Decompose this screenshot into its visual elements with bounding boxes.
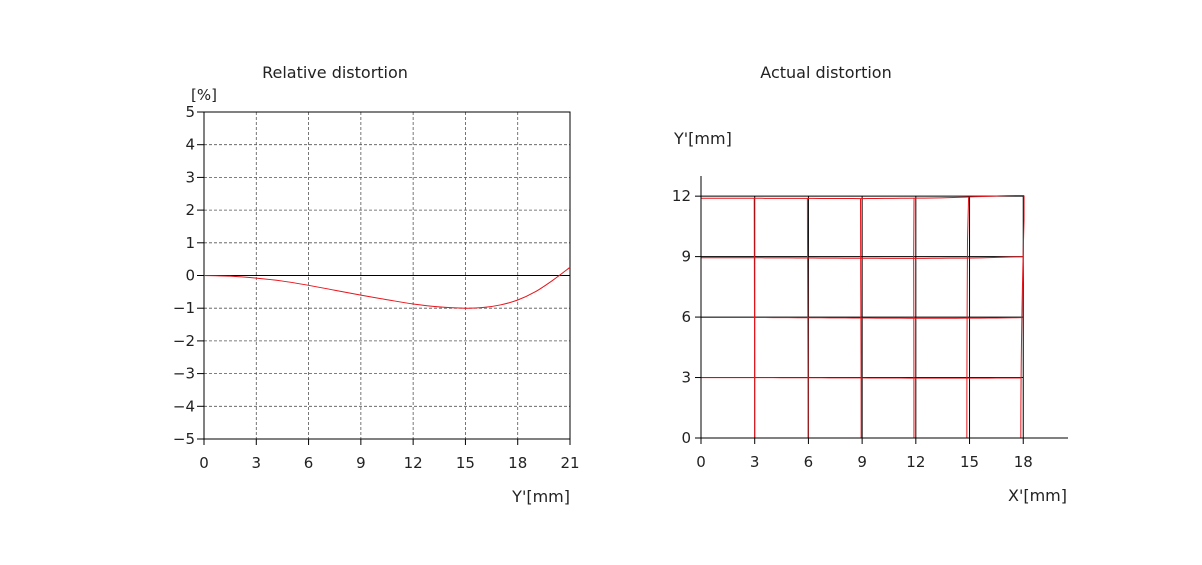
relative-distortion-y-tick-label: 5 <box>185 103 195 121</box>
relative-distortion-y-tick-label: −1 <box>173 299 195 317</box>
relative-distortion-x-tick-label: 12 <box>404 454 423 472</box>
actual-distortion-x-label: X'[mm] <box>1008 486 1067 505</box>
actual-distortion-y-tick-label: 0 <box>681 429 691 447</box>
actual-distortion-y-tick-label: 9 <box>681 248 691 266</box>
relative-distortion-y-tick-label: 2 <box>185 201 195 219</box>
relative-distortion-y-tick-label: 0 <box>185 267 195 285</box>
relative-distortion-x-tick-label: 18 <box>508 454 527 472</box>
actual-distortion-distorted-grid <box>700 195 1025 439</box>
relative-distortion-y-tick-label: 3 <box>185 168 195 186</box>
actual-distortion-distorted-line-y <box>700 195 1025 200</box>
relative-distortion-x-tick-label: 15 <box>456 454 475 472</box>
relative-distortion-x-tick-label: 0 <box>199 454 209 472</box>
relative-distortion-x-tick-label: 9 <box>356 454 366 472</box>
actual-distortion-distorted-line-y <box>700 377 1022 379</box>
relative-distortion-x-label: Y'[mm] <box>511 487 570 506</box>
actual-distortion-x-tick-label: 15 <box>960 453 979 471</box>
actual-distortion-axes <box>700 176 1068 439</box>
actual-distortion-y-label: Y'[mm] <box>673 129 732 148</box>
relative-distortion-y-label: [%] <box>191 86 217 104</box>
actual-distortion-x-tick-label: 0 <box>696 453 706 471</box>
actual-distortion-chart: Actual distortion Y'[mm] X'[mm] 0 3 6 9 12 15… <box>672 63 1068 505</box>
relative-distortion-x-tick-label: 3 <box>252 454 262 472</box>
relative-distortion-y-tick-label: −2 <box>173 332 195 350</box>
relative-distortion-y-tick-label: −3 <box>173 365 195 383</box>
relative-distortion-x-tick-label: 6 <box>304 454 314 472</box>
actual-distortion-y-tick-label: 12 <box>672 187 691 205</box>
actual-distortion-distorted-line-y <box>700 256 1024 259</box>
relative-distortion-y-tick-label: −4 <box>173 397 195 415</box>
actual-distortion-x-tick-label: 6 <box>804 453 814 471</box>
actual-distortion-x-tick-label: 9 <box>857 453 867 471</box>
relative-distortion-grid <box>204 112 570 439</box>
relative-distortion-axes <box>203 111 571 440</box>
relative-distortion-title: Relative distortion <box>262 63 408 82</box>
relative-distortion-x-tick-label: 21 <box>560 454 579 472</box>
relative-distortion-y-tick-label: −5 <box>173 430 195 448</box>
relative-distortion-chart: Relative distortion [%] Y'[mm] 0 3 6 9 12 15 1… <box>173 63 580 506</box>
actual-distortion-ticks: 0 3 6 9 12 15 18 0 3 6 9 12 <box>672 187 1033 471</box>
actual-distortion-x-tick-label: 12 <box>906 453 925 471</box>
actual-distortion-title: Actual distortion <box>760 63 891 82</box>
relative-distortion-y-tick-label: 1 <box>185 234 195 252</box>
actual-distortion-x-tick-label: 3 <box>750 453 760 471</box>
actual-distortion-y-tick-label: 6 <box>681 308 691 326</box>
actual-distortion-x-tick-label: 18 <box>1014 453 1033 471</box>
actual-distortion-distorted-line-y <box>700 316 1022 319</box>
actual-distortion-y-tick-label: 3 <box>681 369 691 387</box>
relative-distortion-y-tick-label: 4 <box>185 136 195 154</box>
relative-distortion-curve <box>203 266 571 309</box>
